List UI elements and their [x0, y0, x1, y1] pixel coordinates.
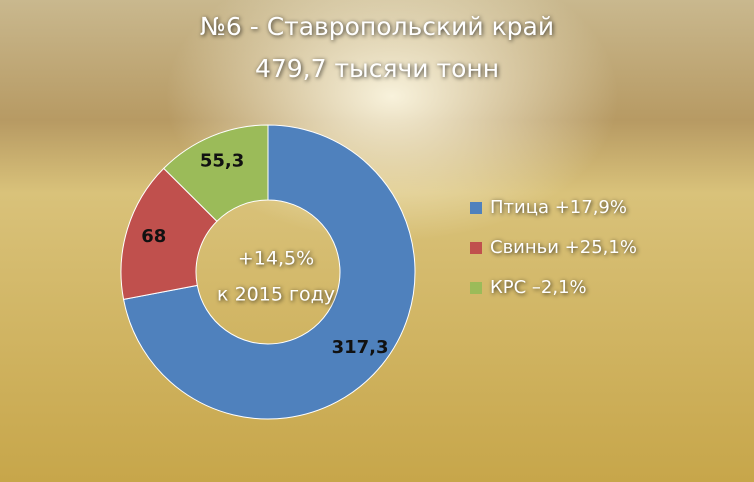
donut-segment	[122, 124, 416, 420]
chart-subtitle: 479,7 тысячи тонн	[255, 54, 499, 83]
legend-label: КРС –2,1%	[490, 277, 587, 298]
donut-segment	[163, 124, 269, 222]
data-label: 317,3	[332, 337, 389, 358]
legend-swatch	[470, 282, 482, 294]
legend-label: Птица +17,9%	[490, 197, 627, 218]
center-annotation: +14,5%	[238, 248, 314, 270]
chart-title: №6 - Ставропольский край	[200, 12, 554, 41]
legend-swatch	[470, 242, 482, 254]
donut-segment	[120, 167, 218, 300]
center-annotation: к 2015 году	[217, 284, 335, 306]
data-label: 68	[141, 226, 166, 247]
legend-swatch	[470, 202, 482, 214]
data-label: 55,3	[200, 151, 244, 172]
legend-label: Свиньи +25,1%	[490, 237, 637, 258]
